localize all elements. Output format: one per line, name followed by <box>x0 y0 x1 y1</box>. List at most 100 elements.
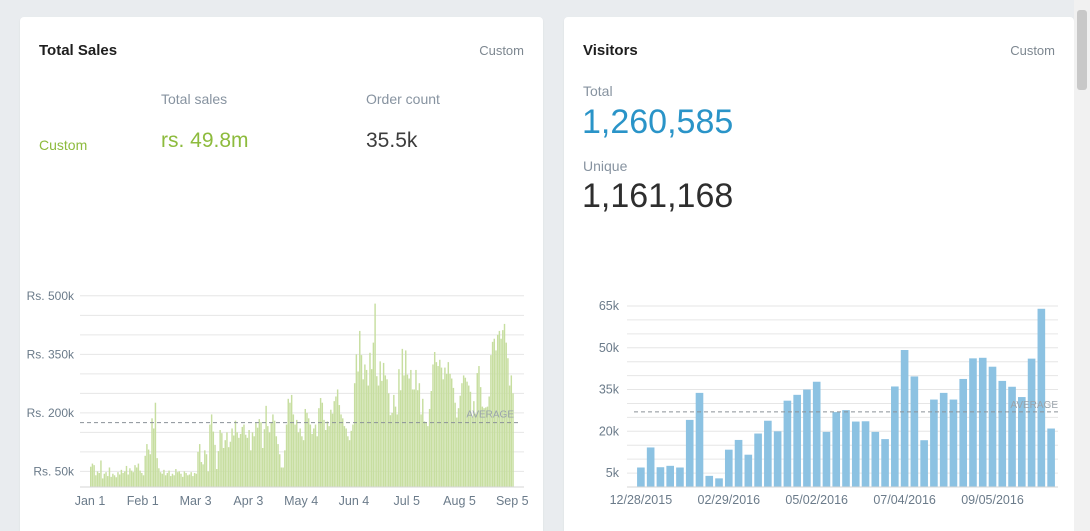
sales-bar <box>478 366 480 487</box>
sales-bar <box>193 472 196 487</box>
sales-bar <box>239 433 242 487</box>
sales-bar <box>411 389 414 487</box>
sales-bar <box>432 364 434 487</box>
sales-bar <box>292 414 295 487</box>
sales-bar <box>214 444 216 487</box>
sales-bar <box>442 379 444 487</box>
sales-bar <box>398 369 400 487</box>
sales-bar <box>141 472 143 487</box>
visitors-bar <box>822 431 831 487</box>
sales-bar <box>433 351 436 487</box>
sales-bar <box>338 405 341 487</box>
sales-bar <box>335 396 337 487</box>
sales-bar <box>275 436 278 487</box>
y-tick-label: 35k <box>599 383 620 397</box>
sales-bar <box>386 379 388 487</box>
page-scrollbar[interactable] <box>1074 0 1090 531</box>
sales-bar <box>108 467 111 487</box>
sales-bar <box>352 424 354 487</box>
sales-bar <box>401 348 404 487</box>
sales-bar <box>261 447 264 487</box>
sales-bar <box>333 401 335 487</box>
sales-bar <box>469 391 472 487</box>
sales-bar <box>459 395 461 487</box>
sales-bar <box>158 468 160 487</box>
sales-bar <box>90 466 92 487</box>
sales-bar <box>502 330 504 487</box>
sales-bar <box>129 468 131 487</box>
sales-bar <box>277 444 279 487</box>
sales-bar <box>420 414 422 487</box>
sales-bar <box>415 369 417 487</box>
sales-bar <box>212 431 215 487</box>
sales-bar <box>413 389 415 487</box>
visitors-bar <box>666 465 674 487</box>
sales-period-link[interactable]: Custom <box>479 43 524 58</box>
visitors-bar <box>959 378 968 487</box>
x-tick-label: 07/04/2016 <box>873 493 936 507</box>
sales-bar <box>180 473 182 487</box>
visitors-bar <box>861 421 870 487</box>
visitors-bar <box>871 431 880 487</box>
sales-bar <box>297 432 300 487</box>
sales-bar <box>490 355 492 487</box>
sales-bar <box>170 476 172 487</box>
sales-bar <box>343 426 346 487</box>
x-tick-label: Mar 3 <box>180 494 212 508</box>
sales-bar <box>185 472 187 487</box>
visitors-bar <box>842 410 850 487</box>
sales-bar <box>132 472 135 487</box>
sales-bar <box>316 436 318 487</box>
visitors-period-link[interactable]: Custom <box>1010 43 1055 58</box>
sales-bar <box>246 437 249 487</box>
sales-bar <box>374 303 376 487</box>
sales-bar <box>290 394 293 487</box>
sales-bar <box>416 390 419 487</box>
visitors-bar <box>754 433 762 487</box>
visitors-unique-value: 1,161,168 <box>582 177 734 215</box>
sales-bar <box>207 471 209 487</box>
sales-bar <box>396 414 398 487</box>
sales-bar <box>299 428 301 487</box>
sales-bar <box>250 450 252 487</box>
y-tick-label: 5k <box>606 466 620 480</box>
sales-bar <box>425 422 427 487</box>
sales-bar <box>272 414 274 487</box>
sales-bar <box>159 472 162 487</box>
sales-bar <box>151 418 153 487</box>
sales-bar <box>197 451 199 487</box>
sales-bar <box>258 419 261 487</box>
sales-bar <box>423 421 426 487</box>
sales-bar <box>263 429 266 487</box>
sales-bar <box>369 352 371 487</box>
sales-bar <box>144 455 146 487</box>
sales-bar <box>163 469 165 487</box>
sales-bar <box>377 385 380 487</box>
sales-bar <box>391 412 393 487</box>
sales-bar <box>294 424 296 487</box>
x-tick-label: May 4 <box>284 494 318 508</box>
x-tick-label: Feb 1 <box>127 494 159 508</box>
sales-bar <box>355 354 358 487</box>
sales-bar <box>428 408 431 487</box>
sales-bar <box>405 350 407 487</box>
sales-bar <box>430 391 433 487</box>
sales-bar <box>326 421 329 487</box>
sales-bar <box>107 476 109 487</box>
sales-bar <box>161 473 163 487</box>
sales-bar <box>164 475 167 487</box>
visitors-bar <box>969 358 977 487</box>
sales-bar <box>233 435 235 487</box>
sales-bar <box>248 430 250 487</box>
sales-bar <box>488 396 490 487</box>
sales-bar <box>241 426 243 487</box>
sales-bar <box>474 413 477 487</box>
sales-bar <box>353 383 356 487</box>
average-label: AVERAGE <box>466 410 514 421</box>
average-label: AVERAGE <box>1010 400 1058 411</box>
sales-bar <box>347 436 349 487</box>
sales-bar <box>175 469 177 487</box>
visitors-total-value: 1,260,585 <box>582 103 734 141</box>
order-count-label: Order count <box>366 91 440 107</box>
scrollbar-thumb[interactable] <box>1077 10 1087 90</box>
